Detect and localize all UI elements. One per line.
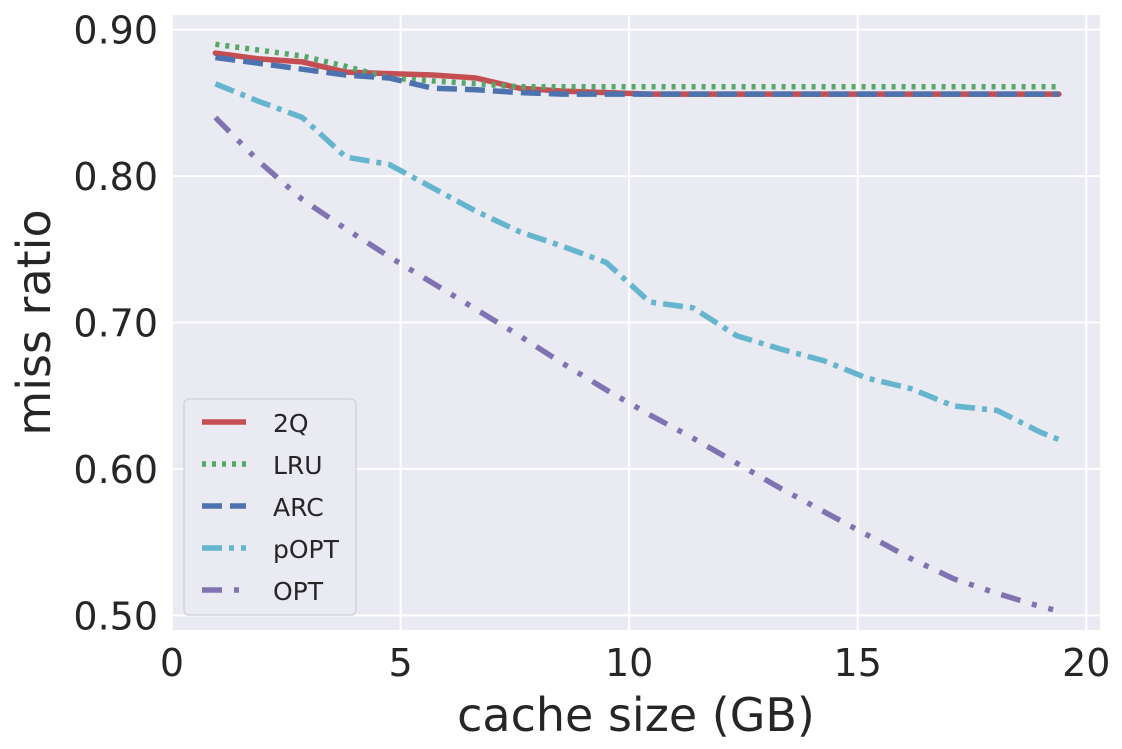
legend: 2Q LRU ARC pOPT OPT [183, 398, 357, 616]
legend-box [183, 398, 357, 616]
tick-labels: 0 5 10 15 20 0.50 0.60 0.70 0.80 0.90 [73, 9, 1110, 685]
legend-label-2q: 2Q [273, 409, 309, 438]
y-tick-label: 0.80 [73, 155, 158, 199]
y-tick-label: 0.60 [73, 448, 158, 492]
series-line-arc [215, 54, 1059, 97]
series-line-opt [213, 115, 1060, 614]
series-line-popt [214, 81, 1060, 443]
x-tick-label: 5 [388, 641, 412, 685]
series-lines [212, 41, 1062, 614]
y-tick-label: 0.70 [73, 302, 158, 346]
legend-label-popt: pOPT [273, 535, 340, 564]
legend-label-arc: ARC [273, 493, 324, 522]
x-tick-label: 15 [834, 641, 882, 685]
legend-label-opt: OPT [273, 577, 324, 606]
y-tick-label: 0.50 [73, 594, 158, 638]
legend-label-lru: LRU [273, 451, 323, 480]
x-tick-label: 20 [1062, 641, 1110, 685]
y-axis-label: miss ratio [7, 209, 61, 435]
x-axis-label: cache size (GB) [457, 688, 815, 742]
y-tick-label: 0.90 [73, 9, 158, 53]
grid-lines [171, 15, 1100, 630]
x-tick-label: 10 [605, 641, 653, 685]
x-tick-label: 0 [160, 641, 184, 685]
